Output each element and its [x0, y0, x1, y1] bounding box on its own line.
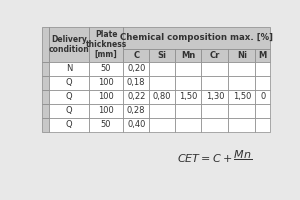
Bar — [149, 76, 175, 90]
Text: Q: Q — [66, 78, 72, 87]
Bar — [149, 118, 175, 132]
Bar — [42, 27, 50, 62]
Bar — [50, 104, 88, 118]
Text: 0,28: 0,28 — [127, 106, 146, 115]
Text: $CET = C + \dfrac{Mn}{\enspace}$: $CET = C + \dfrac{Mn}{\enspace}$ — [177, 148, 252, 165]
Text: M: M — [259, 51, 267, 60]
Bar — [202, 118, 229, 132]
Bar — [175, 104, 202, 118]
Bar — [88, 104, 123, 118]
Bar — [202, 49, 229, 62]
Bar — [42, 104, 50, 118]
Bar — [175, 62, 202, 76]
Bar — [88, 62, 123, 76]
Bar — [229, 104, 256, 118]
Text: 50: 50 — [101, 120, 111, 129]
Bar — [229, 62, 256, 76]
Text: Q: Q — [66, 92, 72, 101]
Bar — [42, 62, 50, 76]
Bar — [149, 104, 175, 118]
Bar — [123, 76, 149, 90]
Text: N: N — [66, 64, 72, 73]
Bar — [175, 90, 202, 104]
Bar — [123, 118, 149, 132]
Bar — [202, 62, 229, 76]
Bar — [175, 118, 202, 132]
Bar — [88, 27, 123, 62]
Text: 0,22: 0,22 — [127, 92, 146, 101]
Bar — [256, 118, 270, 132]
Bar — [175, 49, 202, 62]
Text: 1,50: 1,50 — [233, 92, 251, 101]
Text: 100: 100 — [98, 78, 114, 87]
Text: 0,80: 0,80 — [152, 92, 171, 101]
Bar — [256, 76, 270, 90]
Bar — [50, 90, 88, 104]
Bar — [50, 27, 88, 62]
Bar — [229, 76, 256, 90]
Bar — [88, 118, 123, 132]
Bar — [229, 118, 256, 132]
Text: Chemical composition max. [%]: Chemical composition max. [%] — [120, 33, 273, 42]
Bar — [88, 90, 123, 104]
Bar — [123, 49, 149, 62]
Text: Cr: Cr — [210, 51, 220, 60]
Text: Si: Si — [157, 51, 166, 60]
Bar — [42, 76, 50, 90]
Text: 0,40: 0,40 — [127, 120, 146, 129]
Bar — [50, 118, 88, 132]
Text: 1,50: 1,50 — [179, 92, 197, 101]
Text: Plate
thickness
[mm]: Plate thickness [mm] — [85, 30, 127, 59]
Bar — [123, 62, 149, 76]
Bar — [229, 90, 256, 104]
Text: 1,30: 1,30 — [206, 92, 224, 101]
Bar — [88, 76, 123, 90]
Bar — [149, 49, 175, 62]
Bar — [256, 49, 270, 62]
Bar — [175, 76, 202, 90]
Bar — [123, 104, 149, 118]
Bar — [256, 62, 270, 76]
Bar — [229, 49, 256, 62]
Bar — [202, 90, 229, 104]
Text: Delivery
condition: Delivery condition — [49, 35, 89, 54]
Bar — [256, 104, 270, 118]
Bar — [202, 76, 229, 90]
Text: 0,18: 0,18 — [127, 78, 146, 87]
Text: 0: 0 — [260, 92, 266, 101]
Text: Ni: Ni — [237, 51, 247, 60]
Text: 50: 50 — [101, 64, 111, 73]
Text: Q: Q — [66, 106, 72, 115]
Bar — [202, 104, 229, 118]
Bar — [42, 118, 50, 132]
Bar — [50, 62, 88, 76]
Bar — [123, 90, 149, 104]
Bar — [123, 27, 270, 49]
Text: Mn: Mn — [181, 51, 195, 60]
Text: 100: 100 — [98, 106, 114, 115]
Text: 0,20: 0,20 — [127, 64, 146, 73]
Bar — [50, 76, 88, 90]
Bar — [256, 90, 270, 104]
Bar — [42, 90, 50, 104]
Text: Q: Q — [66, 120, 72, 129]
Bar — [149, 90, 175, 104]
Text: C: C — [133, 51, 139, 60]
Text: 100: 100 — [98, 92, 114, 101]
Bar — [149, 62, 175, 76]
